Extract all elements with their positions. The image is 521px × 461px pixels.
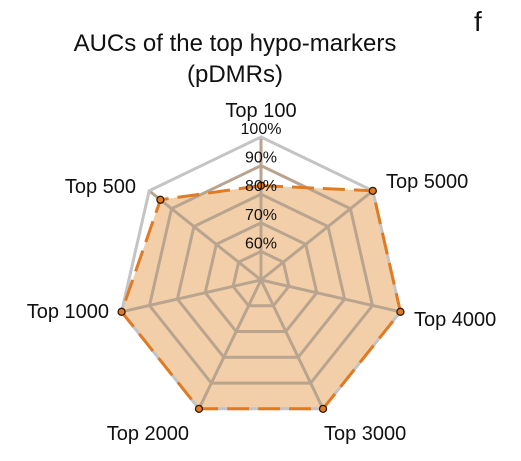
radial-tick-label: 90% [245,150,277,167]
grid-ring-2 [203,221,319,333]
radial-tick-label: 80% [245,178,277,195]
axis-label: Top 500 [65,176,136,198]
series-line [119,184,403,411]
radial-tick-label: 100% [241,121,282,138]
spoke-6 [121,278,262,314]
axis-label: Top 5000 [386,171,468,193]
grid-ring-3 [175,192,347,359]
spoke-4 [259,279,325,410]
axis-label: Top 2000 [107,423,189,445]
axis-label: Top 3000 [324,423,406,445]
data-point-4 [318,404,328,413]
grid-ring-4 [147,163,375,385]
data-point-6 [117,307,126,316]
data-point-1 [256,181,266,190]
spoke-5 [197,279,263,410]
chart-subtitle: (pDMRs) [187,61,283,88]
axis-label: Top 1000 [27,301,109,323]
axis-label: Top 100 [225,100,296,122]
axis-label: Top 4000 [414,309,496,331]
spoke-7 [148,189,262,282]
radial-tick-label: 60% [245,235,277,252]
radial-tick-label: 70% [245,207,277,224]
data-point-2 [368,186,377,195]
data-point-3 [396,307,405,316]
panel-letter: f [474,6,482,37]
spoke-3 [260,278,401,314]
grid-ring-1 [231,249,291,308]
data-point-5 [194,404,204,413]
data-point-7 [156,195,165,204]
chart-title: AUCs of the top hypo-markers [73,30,397,57]
spoke-2 [260,189,374,282]
